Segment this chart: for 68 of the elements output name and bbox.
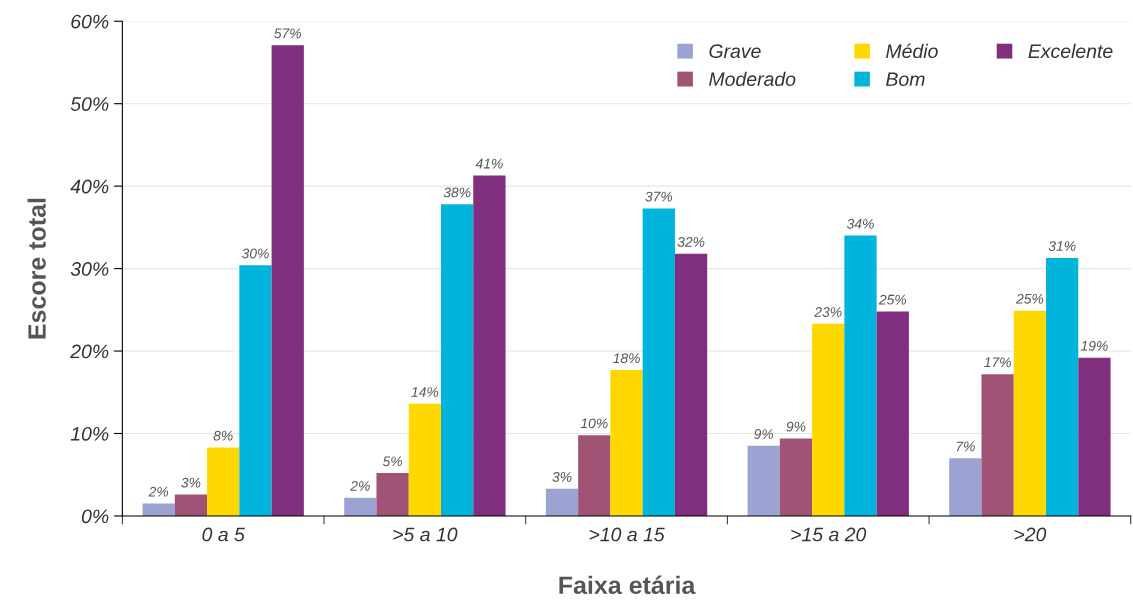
bar (473, 175, 506, 516)
bar (747, 445, 780, 516)
data-label: 2% (148, 486, 169, 497)
legend-label: Excelente (1028, 43, 1113, 59)
bar (844, 235, 877, 516)
x-axis-title: Faixa etária (559, 575, 696, 595)
y-tick-label: 40% (70, 179, 109, 194)
x-tick-label: >5 a 10 (393, 527, 458, 542)
bar (1013, 310, 1047, 516)
data-label: 8% (213, 430, 233, 441)
bar (578, 435, 611, 516)
data-label: 2% (350, 481, 370, 491)
legend-label: Bom (886, 72, 925, 87)
bar (949, 458, 982, 516)
data-label: 7% (956, 441, 975, 452)
data-label: 9% (754, 429, 774, 439)
data-label: 19% (1080, 340, 1108, 351)
bar (812, 323, 845, 516)
bar (174, 494, 208, 516)
data-label: 10% (580, 418, 608, 429)
data-label: 23% (814, 307, 842, 317)
legend-label: Médio (886, 43, 938, 59)
bar (271, 45, 304, 516)
bar (674, 253, 708, 516)
bar (545, 488, 579, 516)
bar (239, 265, 272, 516)
data-label: 25% (1015, 293, 1044, 304)
bar (876, 311, 909, 516)
y-tick-label: 30% (70, 262, 109, 276)
data-label: 57% (274, 28, 302, 39)
bar (1046, 257, 1079, 516)
y-tick-label: 50% (70, 97, 109, 111)
bar (344, 497, 377, 516)
bar (642, 208, 675, 516)
bar (376, 473, 409, 516)
bar (408, 403, 442, 516)
legend-label: Moderado (709, 71, 796, 87)
x-tick-label: >20 (1014, 527, 1047, 542)
data-label: 3% (552, 471, 572, 482)
bar (441, 204, 474, 516)
data-label: 41% (475, 158, 503, 169)
y-tick-label: 20% (70, 344, 109, 359)
data-label: 9% (786, 421, 806, 432)
data-label: 34% (846, 218, 874, 229)
data-label: 32% (677, 237, 705, 247)
data-label: 38% (443, 187, 471, 198)
x-tick-label: >15 a 20 (791, 527, 867, 542)
bar (981, 374, 1014, 516)
bar (779, 438, 813, 516)
data-label: 3% (181, 477, 201, 488)
y-axis-title: Escore total (27, 198, 46, 339)
data-label: 18% (613, 353, 640, 364)
legend-label: Grave (709, 44, 761, 59)
data-label: 37% (645, 191, 673, 202)
y-tick-label: 60% (71, 14, 109, 29)
data-label: 5% (382, 456, 403, 467)
bar (1078, 357, 1111, 516)
y-tick-label: 10% (70, 426, 109, 441)
bar (207, 447, 240, 516)
y-tick-label: 0% (81, 509, 109, 524)
data-label: 31% (1048, 241, 1076, 251)
data-label: 25% (878, 294, 907, 305)
x-tick-label: 0 a 5 (202, 527, 245, 542)
bar (610, 370, 643, 516)
data-label: 14% (411, 387, 439, 397)
data-label: 17% (984, 357, 1011, 368)
x-tick-label: >10 a 15 (589, 527, 665, 542)
data-label: 30% (241, 248, 269, 259)
